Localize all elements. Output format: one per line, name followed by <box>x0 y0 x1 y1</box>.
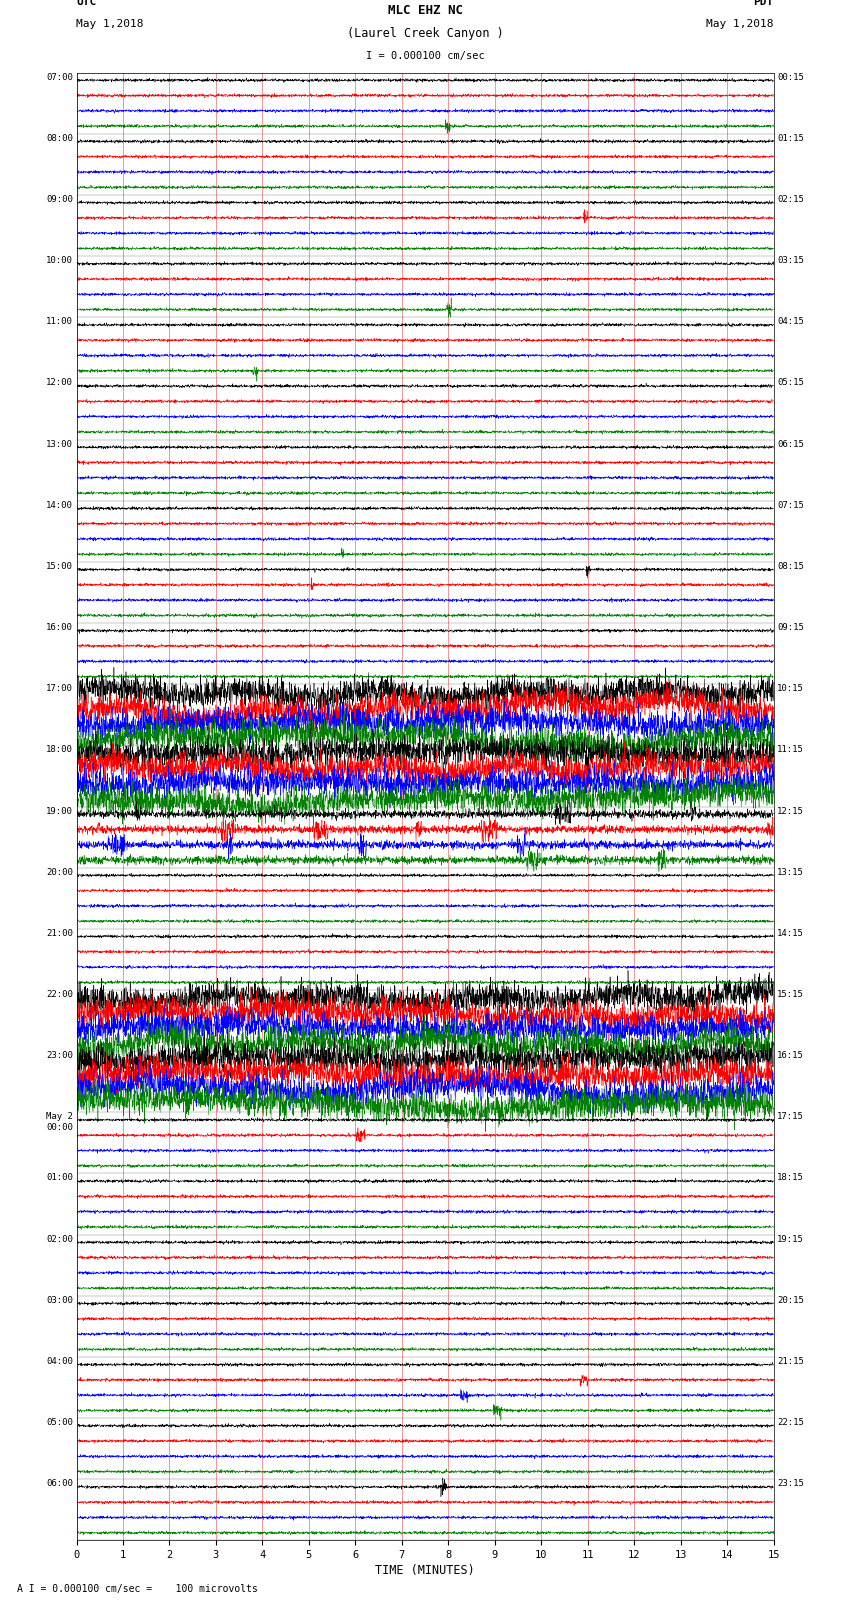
Text: 04:00: 04:00 <box>46 1357 73 1366</box>
Text: 13:00: 13:00 <box>46 440 73 448</box>
Text: 20:15: 20:15 <box>777 1295 804 1305</box>
Text: 21:00: 21:00 <box>46 929 73 937</box>
Text: 17:15: 17:15 <box>777 1113 804 1121</box>
Text: 18:00: 18:00 <box>46 745 73 755</box>
Text: 23:15: 23:15 <box>777 1479 804 1489</box>
Text: 17:00: 17:00 <box>46 684 73 694</box>
Text: PDT: PDT <box>753 0 774 6</box>
Text: 22:00: 22:00 <box>46 990 73 998</box>
Text: 08:00: 08:00 <box>46 134 73 142</box>
Text: 01:00: 01:00 <box>46 1174 73 1182</box>
X-axis label: TIME (MINUTES): TIME (MINUTES) <box>375 1565 475 1578</box>
Text: 02:15: 02:15 <box>777 195 804 203</box>
Text: 11:15: 11:15 <box>777 745 804 755</box>
Text: 05:00: 05:00 <box>46 1418 73 1428</box>
Text: 19:00: 19:00 <box>46 806 73 816</box>
Text: MLC EHZ NC: MLC EHZ NC <box>388 3 462 16</box>
Text: 22:15: 22:15 <box>777 1418 804 1428</box>
Text: 21:15: 21:15 <box>777 1357 804 1366</box>
Text: 04:15: 04:15 <box>777 318 804 326</box>
Text: UTC: UTC <box>76 0 97 6</box>
Text: 18:15: 18:15 <box>777 1174 804 1182</box>
Text: 07:00: 07:00 <box>46 73 73 82</box>
Text: 01:15: 01:15 <box>777 134 804 142</box>
Text: 13:15: 13:15 <box>777 868 804 876</box>
Text: 06:15: 06:15 <box>777 440 804 448</box>
Text: 23:00: 23:00 <box>46 1052 73 1060</box>
Text: 16:15: 16:15 <box>777 1052 804 1060</box>
Text: 02:00: 02:00 <box>46 1234 73 1244</box>
Text: 09:15: 09:15 <box>777 623 804 632</box>
Text: 03:15: 03:15 <box>777 256 804 265</box>
Text: 19:15: 19:15 <box>777 1234 804 1244</box>
Text: 10:15: 10:15 <box>777 684 804 694</box>
Text: 14:15: 14:15 <box>777 929 804 937</box>
Text: 15:00: 15:00 <box>46 561 73 571</box>
Text: 11:00: 11:00 <box>46 318 73 326</box>
Text: 06:00: 06:00 <box>46 1479 73 1489</box>
Text: 08:15: 08:15 <box>777 561 804 571</box>
Text: 12:15: 12:15 <box>777 806 804 816</box>
Text: 15:15: 15:15 <box>777 990 804 998</box>
Text: 16:00: 16:00 <box>46 623 73 632</box>
Text: 00:15: 00:15 <box>777 73 804 82</box>
Text: (Laurel Creek Canyon ): (Laurel Creek Canyon ) <box>347 27 503 40</box>
Text: May 1,2018: May 1,2018 <box>706 19 774 29</box>
Text: 05:15: 05:15 <box>777 379 804 387</box>
Text: May 1,2018: May 1,2018 <box>76 19 144 29</box>
Text: I = 0.000100 cm/sec: I = 0.000100 cm/sec <box>366 52 484 61</box>
Text: May 2
00:00: May 2 00:00 <box>46 1113 73 1132</box>
Text: 10:00: 10:00 <box>46 256 73 265</box>
Text: 12:00: 12:00 <box>46 379 73 387</box>
Text: A I = 0.000100 cm/sec =    100 microvolts: A I = 0.000100 cm/sec = 100 microvolts <box>17 1584 258 1594</box>
Text: 03:00: 03:00 <box>46 1295 73 1305</box>
Text: 07:15: 07:15 <box>777 500 804 510</box>
Text: 09:00: 09:00 <box>46 195 73 203</box>
Text: 14:00: 14:00 <box>46 500 73 510</box>
Text: 20:00: 20:00 <box>46 868 73 876</box>
